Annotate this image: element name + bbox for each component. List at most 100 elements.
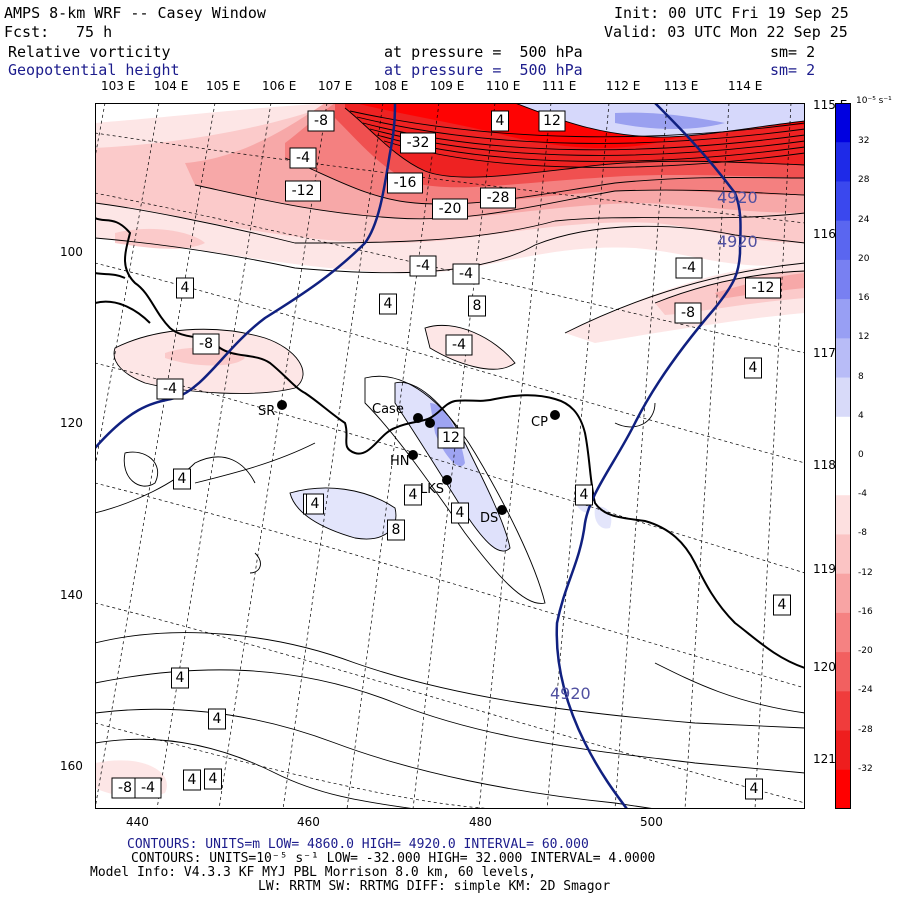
vorticity-contour-label: 4 <box>183 769 201 791</box>
vorticity-label-text: 4 <box>749 360 758 376</box>
colorbar-tick: -20 <box>858 646 873 657</box>
vorticity-label-text: 12 <box>543 113 561 129</box>
field2-name: Geopotential height <box>8 61 180 79</box>
height-labels: 4920 4920 4920 <box>550 188 758 703</box>
longitude-tick: 113 E <box>664 79 699 93</box>
vorticity-label-text: 4 <box>176 670 185 686</box>
vorticity-contour-label: 4 <box>176 277 194 299</box>
longitude-tick: 114 E <box>728 79 763 93</box>
station-label: CP <box>531 415 548 430</box>
station-label: DS <box>480 511 498 526</box>
height-label: 4920 <box>717 232 758 251</box>
vorticity-contour-label: -4 <box>452 263 480 285</box>
colorbar-tick: -24 <box>858 685 873 696</box>
vorticity-contour-label: 12 <box>538 110 566 132</box>
y-tick: 120 <box>60 416 83 430</box>
longitude-tick: 106 E <box>262 79 297 93</box>
colorbar-swatch <box>835 769 851 809</box>
colorbar-tick: -16 <box>858 606 873 617</box>
vorticity-contour-label: -8 <box>674 302 702 324</box>
colorbar-swatch <box>835 573 851 614</box>
colorbar-swatch <box>835 612 851 653</box>
vorticity-label-text: 4 <box>188 772 197 788</box>
vorticity-label-text: -8 <box>118 780 132 796</box>
station-label: Case <box>372 402 404 417</box>
longitude-tick: 108 E <box>374 79 409 93</box>
vorticity-contour-label: 4 <box>306 493 324 515</box>
colorbar-swatch <box>835 416 851 457</box>
vorticity-contour-label: 12 <box>437 427 465 449</box>
vorticity-contour-label: -8 <box>307 110 335 132</box>
vorticity-contour-label: 4 <box>173 468 191 490</box>
vorticity-label-text: -32 <box>407 135 430 151</box>
longitude-tick: 111 E <box>542 79 577 93</box>
vorticity-label-text: -16 <box>394 175 417 191</box>
colorbar-tick: -32 <box>858 763 873 774</box>
vorticity-label-text: -4 <box>296 150 310 166</box>
station-marker <box>425 418 435 428</box>
station-label: SR <box>258 404 275 419</box>
vorticity-label-text: -20 <box>439 201 462 217</box>
vorticity-label-text: 4 <box>311 496 320 512</box>
vorticity-label-text: 4 <box>778 597 787 613</box>
map-plot: 4920 4920 4920 SR Case HN LKS DS CP -8 -4… <box>95 103 805 809</box>
vorticity-label-text: -8 <box>681 305 695 321</box>
footer-physics-info: LW: RRTM SW: RRTMG DIFF: simple KM: 2D S… <box>258 879 611 894</box>
field2-level: at pressure = 500 hPa <box>384 61 583 79</box>
colorbar-tick: 20 <box>858 253 870 264</box>
vorticity-label-text: -4 <box>416 258 430 274</box>
vorticity-contour-label: -16 <box>387 172 423 194</box>
colorbar-swatch <box>835 456 851 496</box>
vorticity-label-text: -8 <box>199 336 213 352</box>
vorticity-label-text: -4 <box>452 337 466 353</box>
vorticity-contour-label: -4 <box>156 378 184 400</box>
vorticity-label-text: 4 <box>178 471 187 487</box>
station-marker <box>497 505 507 515</box>
colorbar-swatch <box>835 181 851 222</box>
field1-name: Relative vorticity <box>8 43 171 61</box>
vorticity-contour-label: 8 <box>468 295 486 317</box>
vorticity-contour-label: 4 <box>744 357 762 379</box>
vorticity-contour-label: 4 <box>451 502 469 524</box>
footer-model-info: Model Info: V4.3.3 KF MYJ PBL Morrison 8… <box>90 865 537 880</box>
longitude-tick: 112 E <box>606 79 641 93</box>
vorticity-contour-label: 4 <box>575 484 593 506</box>
longitude-tick: 110 E <box>486 79 521 93</box>
vorticity-contour-label: -4 <box>445 334 473 356</box>
colorbar-tick: 32 <box>858 136 870 147</box>
colorbar-tick: 12 <box>858 332 870 343</box>
field1-smoothing: sm= 2 <box>770 43 816 61</box>
colorbar-swatch <box>835 259 851 300</box>
vorticity-contour-label: 4 <box>208 708 226 730</box>
map-frame <box>95 103 805 809</box>
vorticity-label-text: -4 <box>682 260 696 276</box>
vorticity-label-text: 4 <box>213 711 222 727</box>
colorbar-tick: -8 <box>858 528 867 539</box>
field2-smoothing: sm= 2 <box>770 61 816 79</box>
footer-height-contours: CONTOURS: UNITS=m LOW= 4860.0 HIGH= 4920… <box>127 837 589 852</box>
longitude-tick: 105 E <box>206 79 241 93</box>
height-contours <box>95 103 742 809</box>
vorticity-contour-label: 4 <box>379 293 397 315</box>
station-marker <box>550 410 560 420</box>
y-tick: 100 <box>60 245 83 259</box>
forecast-hour: 75 h <box>76 23 113 41</box>
x-tick: 460 <box>297 815 320 829</box>
vorticity-labels: -8-4-12 -16-32-20-284 128-12-4-8-8 -4-444-4… <box>111 110 791 800</box>
valid-time: Valid: 03 UTC Mon 22 Sep 25 <box>604 23 848 41</box>
vorticity-label-text: -4 <box>141 780 155 796</box>
vorticity-label-text: 4 <box>496 113 505 129</box>
colorbar-unit: 10⁻⁵ s⁻¹ <box>856 96 892 106</box>
colorbar-swatch <box>835 730 851 771</box>
y-tick: 140 <box>60 588 83 602</box>
vorticity-label-text: 4 <box>409 487 418 503</box>
colorbar-swatch <box>835 142 851 182</box>
y-tick: 160 <box>60 759 83 773</box>
station-marker <box>408 450 418 460</box>
height-label: 4920 <box>550 684 591 703</box>
vorticity-contour-label: 4 <box>745 778 763 800</box>
vorticity-contour-label: -12 <box>285 180 321 202</box>
colorbar-swatch <box>835 495 851 535</box>
colorbar-swatch <box>835 338 851 379</box>
model-title: AMPS 8-km WRF -- Casey Window <box>4 4 266 22</box>
